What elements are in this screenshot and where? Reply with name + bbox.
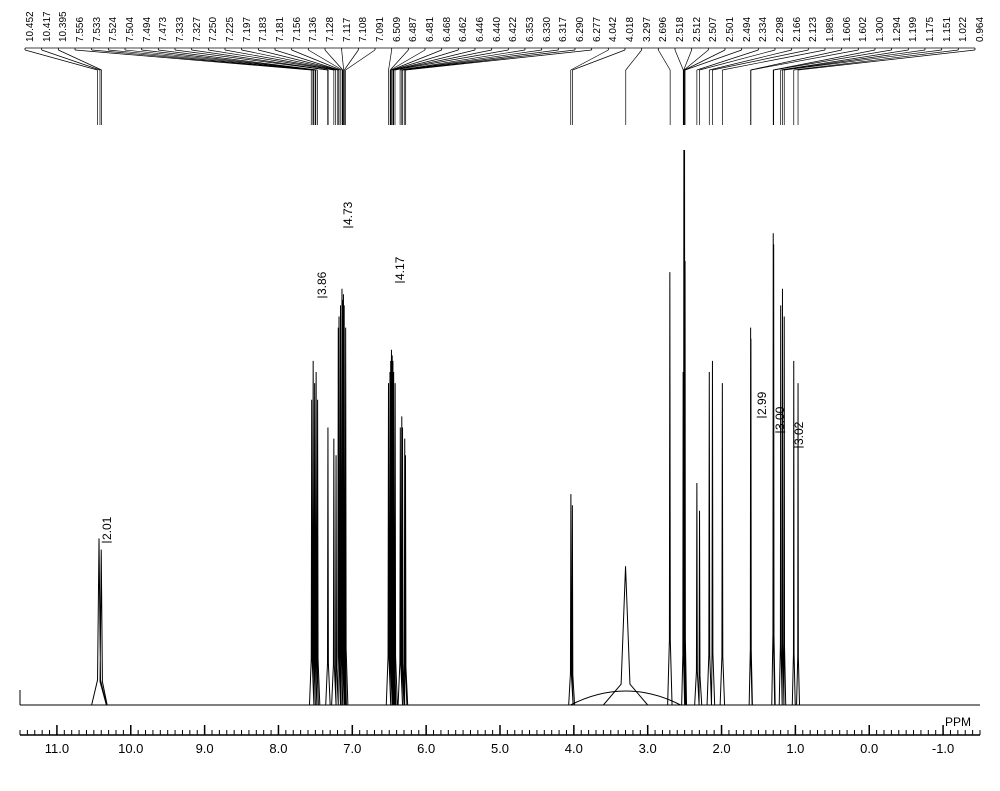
peak-list-label: 7.333 — [175, 17, 186, 42]
x-tick-label: 7.0 — [343, 741, 361, 756]
peak-list-label: 7.250 — [208, 17, 219, 42]
peak-list-label: 7.117 — [342, 18, 353, 42]
x-tick-label: 1.0 — [786, 741, 804, 756]
peak-list-label: 10.395 — [58, 11, 69, 42]
x-tick-label: 5.0 — [491, 741, 509, 756]
peak-list-label: 1.151 — [942, 17, 953, 42]
peak-list-label: 1.602 — [858, 17, 869, 42]
peak-list-label: 6.468 — [442, 17, 453, 42]
peak-list-label: 1.022 — [958, 17, 969, 42]
peak-list-label: 6.509 — [392, 17, 403, 42]
peak-list-label: 6.330 — [542, 17, 553, 42]
spectrum-trace — [20, 150, 980, 705]
integration-label: 2.99 — [755, 392, 769, 415]
peak-list-label: 7.556 — [75, 17, 86, 42]
nmr-svg — [0, 0, 1000, 791]
peak-list-label: 2.507 — [708, 17, 719, 42]
peak-list-label: 3.297 — [642, 17, 653, 42]
peak-list-label: 10.452 — [25, 11, 36, 42]
peak-list-label: 2.696 — [658, 17, 669, 42]
x-tick-label: 0.0 — [860, 741, 878, 756]
peak-list-label: 6.481 — [425, 17, 436, 42]
peak-list-label: 4.042 — [608, 17, 619, 42]
peak-list-label: 6.446 — [475, 17, 486, 42]
x-tick-label: 10.0 — [118, 741, 143, 756]
peak-list-label: 7.473 — [158, 17, 169, 42]
x-tick-label: 6.0 — [417, 741, 435, 756]
x-tick-label: 2.0 — [712, 741, 730, 756]
x-tick-label: 8.0 — [269, 741, 287, 756]
peak-list-label: 2.334 — [758, 17, 769, 42]
peak-list-label: 7.091 — [375, 17, 386, 42]
x-tick-label: 4.0 — [565, 741, 583, 756]
peak-list-label: 7.128 — [325, 17, 336, 42]
peak-list-label: 2.494 — [742, 17, 753, 42]
peak-list-label: 6.290 — [575, 17, 586, 42]
peak-list-label: 6.317 — [558, 17, 569, 42]
peak-list-label: 7.181 — [275, 17, 286, 42]
integration-label: 3.00 — [773, 407, 787, 430]
peak-list-label: 1.199 — [908, 17, 919, 42]
peak-list-label: 1.294 — [892, 17, 903, 42]
peak-list-label: 6.277 — [592, 17, 603, 42]
peak-list-label: 1.989 — [825, 17, 836, 42]
peak-list-label: 7.524 — [108, 17, 119, 42]
peak-list-label: 7.533 — [92, 17, 103, 42]
peak-list-label: 7.327 — [192, 17, 203, 42]
peak-list-label: 2.518 — [675, 17, 686, 42]
peak-list-label: 6.422 — [508, 17, 519, 42]
peak-list-label: 2.123 — [808, 17, 819, 42]
integration-label: 2.01 — [100, 517, 114, 540]
peak-list-label: 2.501 — [725, 17, 736, 42]
integration-label: 3.86 — [315, 272, 329, 295]
peak-list-label: 2.166 — [792, 17, 803, 42]
x-tick-label: 11.0 — [45, 741, 69, 756]
peak-list-label: 6.353 — [525, 17, 536, 42]
peak-list-label: 6.487 — [408, 17, 419, 42]
peak-list-label: 4.018 — [625, 17, 636, 42]
peak-list-label: 7.108 — [358, 17, 369, 42]
peak-list-label: 6.462 — [458, 17, 469, 42]
x-tick-label: -1.0 — [932, 741, 954, 756]
peak-list-label: 7.183 — [258, 17, 269, 42]
peak-list-label: 1.300 — [875, 17, 886, 42]
peak-list-label: 2.512 — [692, 17, 703, 42]
peak-list-label: 0.964 — [975, 17, 986, 42]
peak-list-label: 10.417 — [42, 11, 53, 42]
axis-label-ppm: PPM — [945, 715, 971, 729]
peak-list-label: 7.504 — [125, 17, 136, 42]
peak-list-label: 1.175 — [925, 17, 936, 42]
peak-list-label: 7.156 — [292, 17, 303, 42]
integration-label: 4.17 — [393, 257, 407, 280]
peak-list-label: 7.197 — [242, 17, 253, 42]
peak-list-label: 1.606 — [842, 17, 853, 42]
integration-label: 4.73 — [341, 202, 355, 225]
x-tick-label: 3.0 — [639, 741, 657, 756]
x-tick-label: 9.0 — [196, 741, 214, 756]
peak-list-label: 7.494 — [142, 17, 153, 42]
integration-label: 3.02 — [792, 422, 806, 445]
peak-list-label: 6.440 — [492, 17, 503, 42]
peak-list-label: 2.298 — [775, 17, 786, 42]
peak-list-label: 7.225 — [225, 17, 236, 42]
nmr-spectrum-container: 11.0 10.0 9.0 8.0 7.0 6.0 5.0 4.0 3.0 2.0 1.0 0.0 -1… — [0, 0, 1000, 791]
peak-list-label: 7.136 — [308, 17, 319, 42]
